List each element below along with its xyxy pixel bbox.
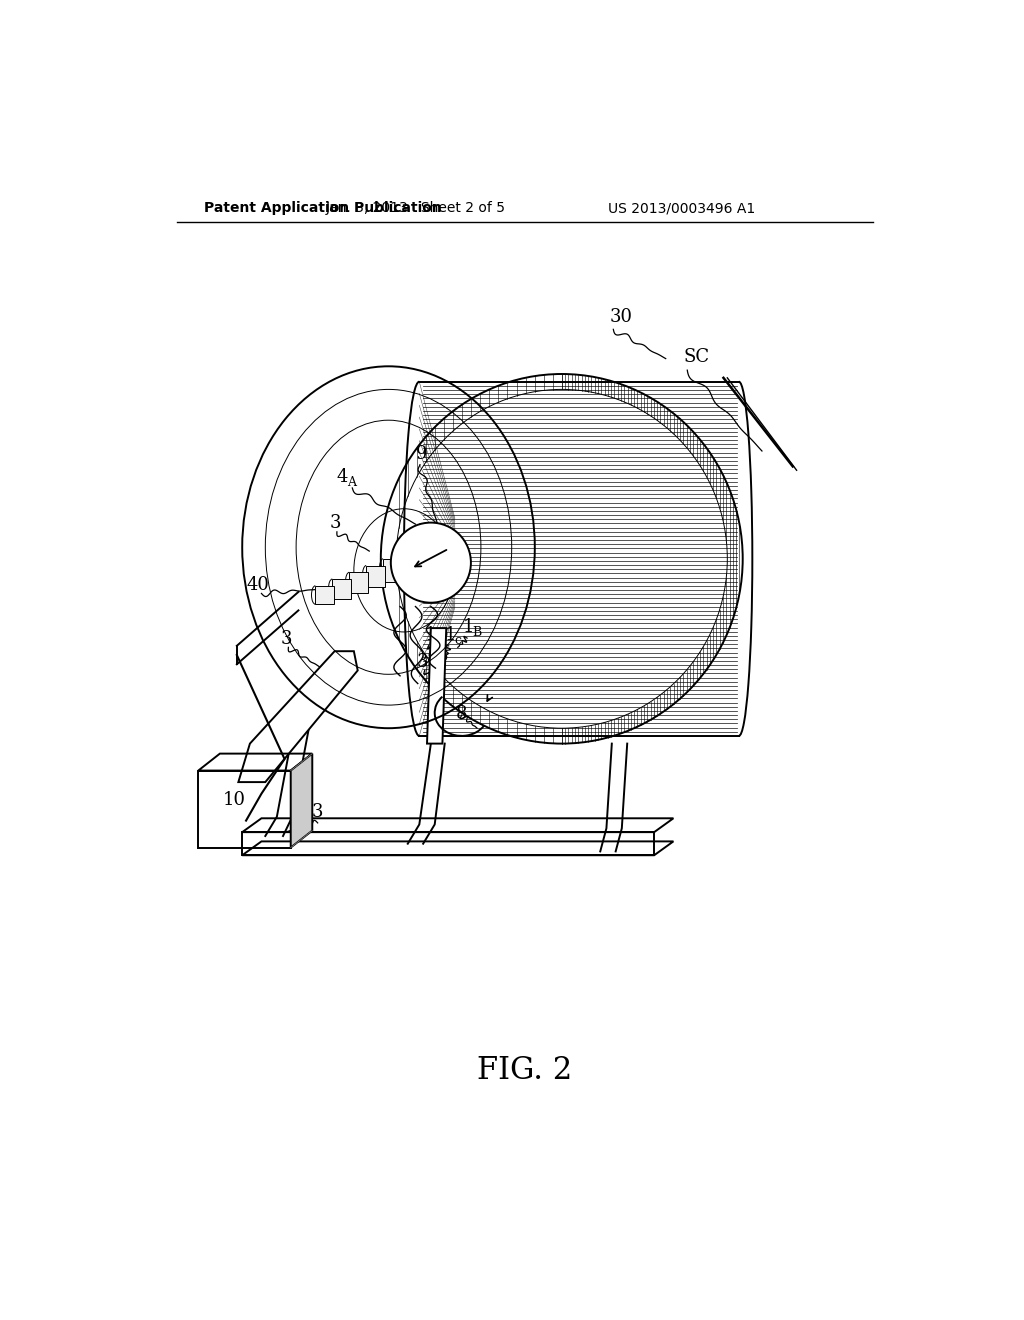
Text: A: A xyxy=(434,634,443,647)
Text: B: B xyxy=(472,626,481,639)
Text: Patent Application Publication: Patent Application Publication xyxy=(204,202,441,215)
Polygon shape xyxy=(333,579,351,599)
Text: 1: 1 xyxy=(463,618,475,636)
Text: c: c xyxy=(454,634,461,647)
Text: SC: SC xyxy=(683,348,710,367)
Text: 3: 3 xyxy=(330,513,341,532)
Text: 8: 8 xyxy=(456,705,467,723)
Text: A: A xyxy=(347,475,356,488)
Text: 9: 9 xyxy=(416,445,427,463)
Text: 40: 40 xyxy=(246,576,269,594)
Text: 30: 30 xyxy=(609,308,633,326)
Polygon shape xyxy=(291,754,312,847)
Ellipse shape xyxy=(391,523,471,603)
Polygon shape xyxy=(367,565,385,587)
Polygon shape xyxy=(315,586,334,605)
Text: 4: 4 xyxy=(337,467,348,486)
Text: US 2013/0003496 A1: US 2013/0003496 A1 xyxy=(608,202,756,215)
Polygon shape xyxy=(383,558,401,582)
Text: 3: 3 xyxy=(281,630,292,648)
Polygon shape xyxy=(239,651,357,781)
Text: 1: 1 xyxy=(444,626,457,644)
Text: 10: 10 xyxy=(223,791,246,809)
Text: 1: 1 xyxy=(425,626,436,644)
Text: Jan. 3, 2013   Sheet 2 of 5: Jan. 3, 2013 Sheet 2 of 5 xyxy=(326,202,506,215)
Text: 3: 3 xyxy=(311,803,323,821)
Polygon shape xyxy=(427,628,446,743)
Text: 3: 3 xyxy=(417,652,428,671)
Polygon shape xyxy=(349,573,368,593)
Text: FIG. 2: FIG. 2 xyxy=(477,1056,572,1086)
